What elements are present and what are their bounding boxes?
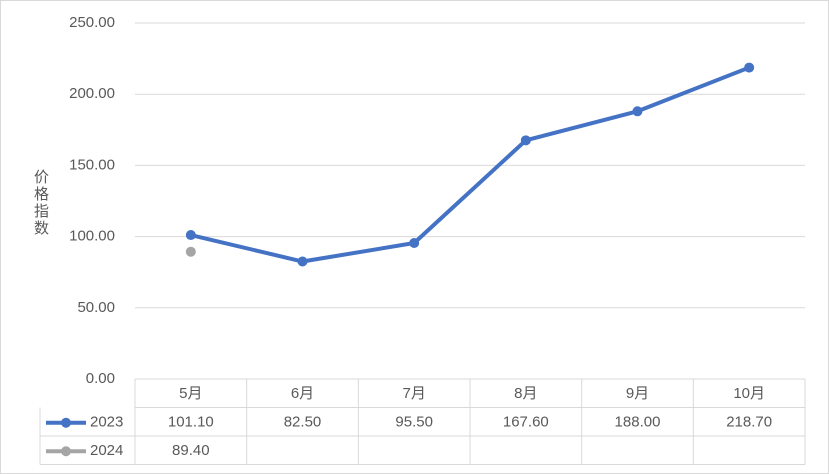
data-label: 188.00 [615,414,661,431]
data-label: 82.50 [284,414,322,431]
x-tick-label: 9月 [626,385,649,402]
data-label: 218.70 [726,414,772,431]
x-tick-label: 6月 [291,385,314,402]
point [409,238,420,249]
data-label: 101.10 [168,414,214,431]
x-tick-label: 5月 [179,385,202,402]
data-label: 167.60 [503,414,549,431]
legend-label: 2024 [90,442,123,459]
data-label: 89.40 [172,442,210,459]
y-tick-label: 50.00 [77,299,115,316]
data-label: 95.50 [395,414,433,431]
point [185,230,196,241]
point [744,62,755,73]
legend-marker [61,417,71,428]
y-axis-title: 价格指数 [32,169,49,237]
legend-marker [61,446,71,457]
point [297,256,308,267]
series-line [190,65,750,264]
legend-label: 2023 [90,414,123,431]
point [632,106,643,117]
y-tick-label: 150.00 [69,156,115,173]
point [520,135,531,146]
x-tick-label: 8月 [514,385,537,402]
y-tick-label: 200.00 [69,85,115,102]
x-tick-label: 10月 [733,385,765,402]
y-tick-label: 250.00 [69,14,115,31]
y-tick-label: 100.00 [69,228,115,245]
x-tick-label: 7月 [402,385,425,402]
point [185,246,196,257]
y-tick-label: 0.00 [86,370,115,387]
